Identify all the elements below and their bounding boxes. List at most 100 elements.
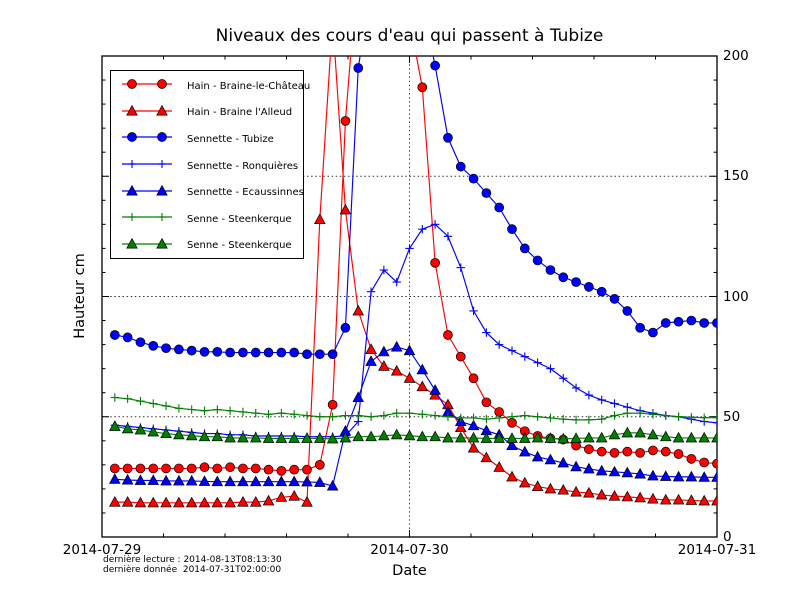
data-point <box>711 494 717 506</box>
data-point <box>519 432 531 443</box>
data-point <box>288 475 300 487</box>
data-point <box>635 447 645 458</box>
data-point <box>340 116 351 126</box>
data-point <box>276 347 287 358</box>
data-point <box>147 474 160 485</box>
data-point <box>468 173 479 184</box>
data-point <box>531 431 544 443</box>
data-point <box>121 473 134 485</box>
data-point <box>557 456 570 468</box>
data-point <box>481 188 492 198</box>
data-point <box>506 470 518 482</box>
legend-label: Sennette - Tubize <box>187 133 274 145</box>
data-point <box>622 446 633 457</box>
blue-triangle-line-icon <box>118 183 176 203</box>
legend-item: Hain - Braine-le-Château <box>111 73 310 100</box>
data-point <box>673 449 684 459</box>
data-point <box>147 425 160 437</box>
data-point <box>134 496 147 508</box>
data-point <box>685 494 698 505</box>
data-point <box>659 470 672 481</box>
data-point <box>480 451 493 463</box>
series-sennette-ecaussinnes <box>109 340 717 491</box>
data-point <box>698 471 710 482</box>
data-point <box>148 463 159 474</box>
data-point <box>339 203 352 215</box>
data-point <box>519 445 531 457</box>
data-point <box>327 399 338 410</box>
data-point <box>685 431 698 443</box>
data-point <box>596 446 607 457</box>
data-point <box>403 344 416 356</box>
data-point <box>301 495 313 507</box>
data-point <box>352 391 365 402</box>
data-point <box>275 491 288 502</box>
legend-label: Hain - Braine-le-Château <box>187 80 311 92</box>
blue-circle-line-icon <box>118 129 176 149</box>
data-point <box>212 346 223 357</box>
data-point <box>634 491 646 503</box>
data-point <box>134 474 147 485</box>
data-point <box>198 475 211 486</box>
data-point <box>416 363 429 375</box>
data-point <box>660 446 671 457</box>
data-point <box>288 432 300 443</box>
data-point <box>109 330 120 340</box>
green-triangle-line-icon <box>118 236 176 256</box>
data-point <box>250 347 261 358</box>
data-point <box>686 315 697 326</box>
data-point <box>596 286 607 297</box>
data-point <box>327 15 337 25</box>
data-point <box>557 483 570 495</box>
data-point <box>455 161 466 172</box>
data-point <box>314 460 325 470</box>
data-point <box>621 490 634 502</box>
data-point <box>161 463 171 474</box>
data-point <box>173 496 185 508</box>
data-point <box>608 428 621 440</box>
data-point <box>672 493 685 505</box>
data-point <box>608 465 621 477</box>
data-point <box>327 349 338 360</box>
data-point <box>224 431 236 443</box>
data-point <box>583 462 595 474</box>
series-senne-steenkerque <box>110 393 717 425</box>
data-point <box>238 347 248 358</box>
data-point <box>390 340 403 352</box>
data-point <box>211 475 224 487</box>
data-point <box>583 486 595 498</box>
data-point <box>403 429 416 441</box>
data-point <box>353 63 364 73</box>
x-tick-label: 2014-07-30 <box>370 542 449 558</box>
data-point <box>418 0 427 8</box>
data-point <box>275 475 288 487</box>
data-point <box>634 426 646 438</box>
data-point <box>659 493 672 505</box>
data-point <box>635 322 645 333</box>
last-data-annotation: dernière donnée 2014-07-31T02:00:00 <box>103 564 282 575</box>
data-point <box>622 306 633 316</box>
data-point <box>302 349 312 360</box>
data-point <box>289 347 300 358</box>
data-point <box>249 495 262 507</box>
data-point <box>571 277 581 287</box>
x-axis-label: Date <box>392 563 427 579</box>
data-point <box>467 441 480 453</box>
data-point <box>712 458 717 469</box>
data-point <box>160 496 172 508</box>
data-point <box>378 360 390 371</box>
data-point <box>494 202 505 213</box>
data-point <box>365 355 377 366</box>
data-point <box>660 318 671 328</box>
legend-label: Senne - Steenkerque <box>187 240 292 252</box>
series-hain-braine-le-ch-teau <box>109 56 717 476</box>
legend-item: Hain - Braine l'Alleud <box>111 100 303 127</box>
data-point <box>686 453 697 464</box>
data-point <box>443 132 453 143</box>
data-point <box>584 282 594 292</box>
data-point <box>339 431 352 443</box>
data-point <box>595 431 608 443</box>
data-point <box>570 485 582 497</box>
legend-item: Sennette - Ronquières <box>111 153 303 180</box>
